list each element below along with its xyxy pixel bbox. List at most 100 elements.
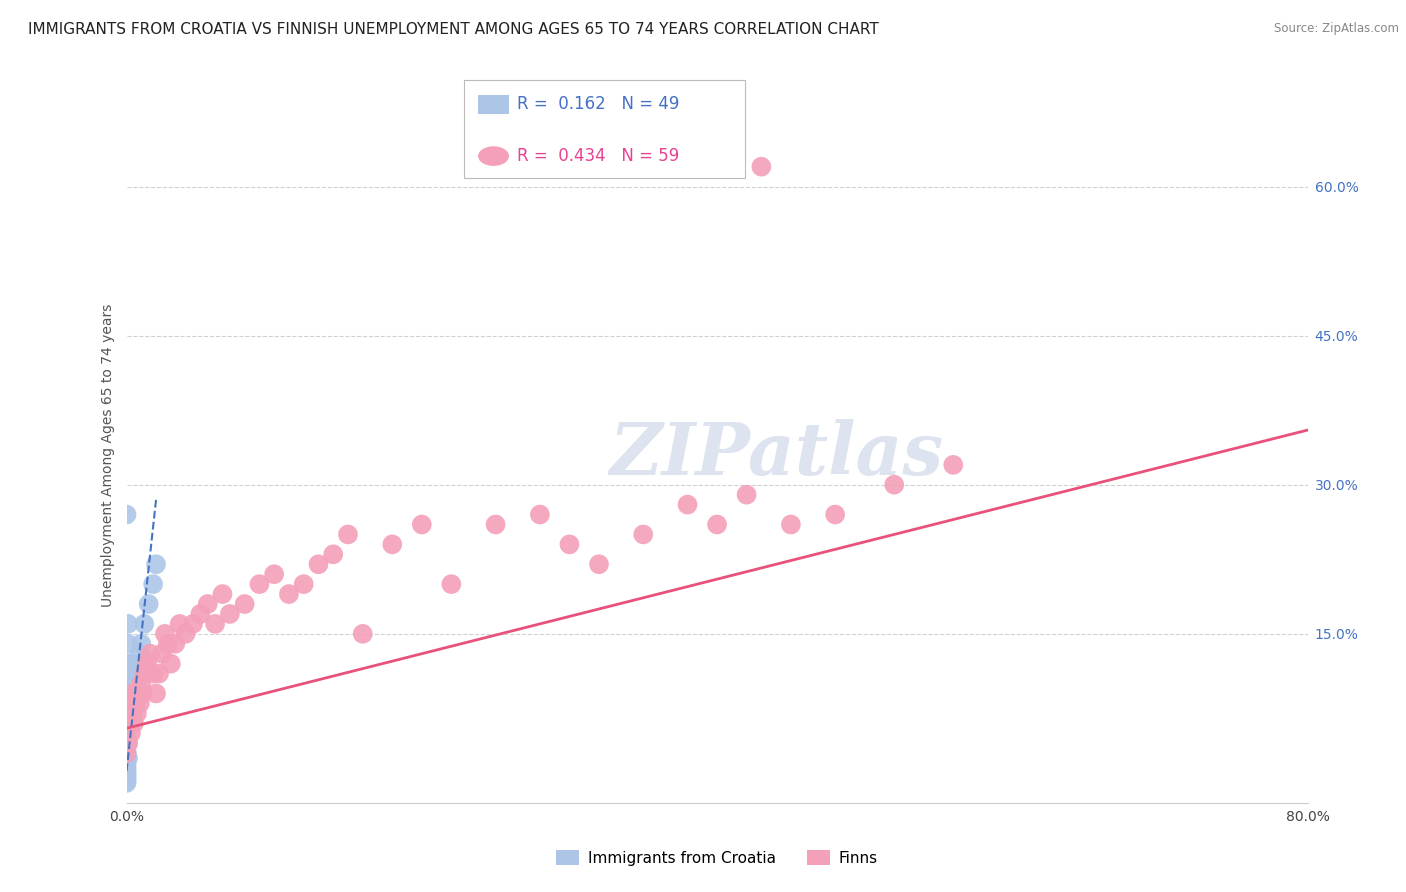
Point — [165, 637, 187, 651]
Point — [127, 686, 149, 700]
Point — [307, 558, 329, 572]
Point — [145, 686, 167, 700]
Point — [278, 587, 301, 601]
Point — [128, 647, 150, 661]
Point — [233, 597, 256, 611]
Point — [117, 736, 139, 750]
Point — [121, 706, 143, 721]
Point — [381, 537, 404, 551]
Point — [263, 567, 285, 582]
Point — [117, 616, 139, 631]
Point — [153, 627, 176, 641]
Point — [115, 716, 138, 731]
Point — [411, 517, 433, 532]
Point — [118, 697, 141, 711]
Point — [440, 577, 463, 591]
Point — [883, 477, 905, 491]
Point — [117, 676, 139, 690]
Point — [121, 686, 143, 700]
Point — [134, 616, 156, 631]
Point — [115, 764, 138, 778]
Point — [127, 657, 149, 671]
Point — [779, 517, 801, 532]
Point — [169, 616, 191, 631]
Point — [219, 607, 242, 621]
Point — [117, 721, 139, 735]
Point — [115, 754, 138, 768]
Text: R =  0.162   N = 49: R = 0.162 N = 49 — [517, 95, 679, 113]
Point — [124, 676, 146, 690]
Point — [115, 758, 138, 772]
Point — [115, 770, 138, 784]
Point — [115, 726, 138, 740]
Point — [174, 627, 197, 641]
Point — [117, 691, 139, 706]
Point — [211, 587, 233, 601]
Point — [142, 577, 165, 591]
Point — [115, 746, 138, 760]
Point — [129, 637, 153, 651]
Point — [529, 508, 551, 522]
Point — [139, 647, 162, 661]
Point — [352, 627, 374, 641]
Point — [188, 607, 211, 621]
Point — [118, 657, 141, 671]
Point — [122, 666, 145, 681]
Point — [115, 761, 138, 775]
Point — [115, 736, 138, 750]
Point — [558, 537, 581, 551]
Point — [115, 731, 138, 746]
Point — [136, 657, 159, 671]
Point — [942, 458, 965, 472]
Point — [115, 751, 138, 765]
Text: R =  0.434   N = 59: R = 0.434 N = 59 — [517, 147, 679, 165]
Legend: Immigrants from Croatia, Finns: Immigrants from Croatia, Finns — [550, 844, 884, 871]
Point — [115, 721, 138, 735]
Point — [122, 716, 145, 731]
Point — [824, 508, 846, 522]
Point — [115, 508, 138, 522]
Point — [117, 736, 139, 750]
Point — [138, 597, 160, 611]
Point — [121, 697, 143, 711]
Point — [292, 577, 315, 591]
Point — [118, 716, 141, 731]
Text: IMMIGRANTS FROM CROATIA VS FINNISH UNEMPLOYMENT AMONG AGES 65 TO 74 YEARS CORREL: IMMIGRANTS FROM CROATIA VS FINNISH UNEMP… — [28, 22, 879, 37]
Point — [148, 666, 170, 681]
Point — [115, 716, 138, 731]
Point — [181, 616, 204, 631]
Point — [115, 706, 138, 721]
Point — [204, 616, 226, 631]
Point — [322, 547, 344, 561]
Point — [118, 676, 141, 690]
Point — [337, 527, 360, 541]
Text: ZIPatlas: ZIPatlas — [609, 419, 943, 491]
Point — [117, 751, 139, 765]
Point — [120, 686, 142, 700]
Point — [128, 697, 150, 711]
Point — [156, 637, 179, 651]
Point — [115, 740, 138, 755]
Point — [125, 706, 148, 721]
Point — [120, 666, 142, 681]
Point — [132, 686, 155, 700]
Point — [247, 577, 270, 591]
Point — [118, 716, 141, 731]
Point — [145, 558, 167, 572]
Y-axis label: Unemployment Among Ages 65 to 74 years: Unemployment Among Ages 65 to 74 years — [101, 303, 115, 607]
Point — [588, 558, 610, 572]
Point — [117, 706, 139, 721]
Point — [115, 744, 138, 758]
Point — [735, 488, 758, 502]
Point — [117, 697, 139, 711]
Point — [159, 657, 183, 671]
Point — [117, 637, 139, 651]
Point — [115, 768, 138, 782]
Point — [115, 766, 138, 780]
Point — [751, 160, 773, 174]
Point — [484, 517, 508, 532]
Point — [676, 498, 699, 512]
Point — [134, 666, 156, 681]
Point — [117, 657, 139, 671]
Point — [142, 666, 165, 681]
